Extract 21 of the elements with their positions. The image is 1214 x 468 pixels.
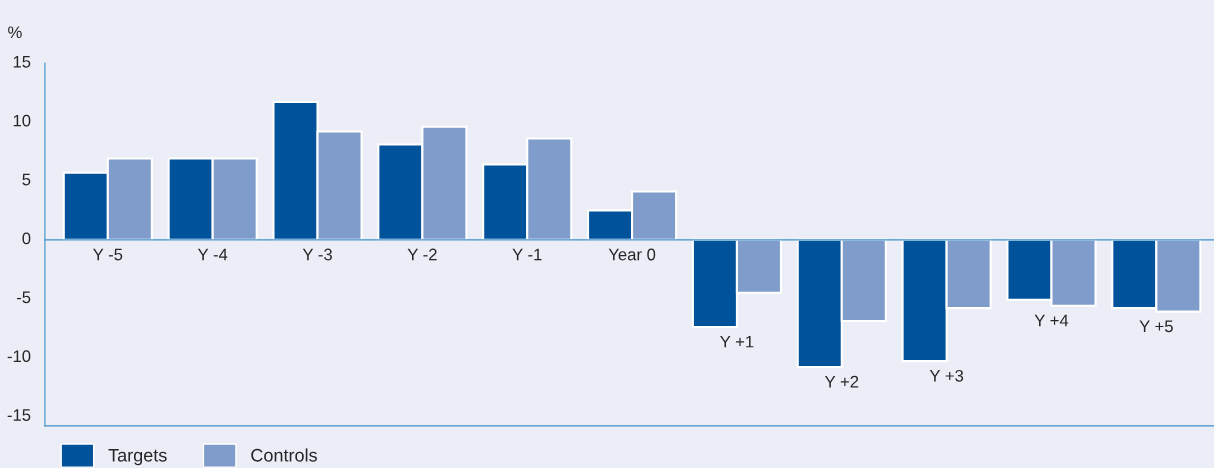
y-tick-label: -5 (16, 291, 31, 304)
x-tick-label: Y -1 (512, 248, 542, 261)
y-tick-label: 5 (22, 173, 31, 186)
x-tick-label: Y +5 (1139, 320, 1173, 333)
y-axis-title: % (8, 26, 22, 39)
y-tick-label: 10 (13, 114, 31, 127)
x-tick-label: Y +2 (824, 375, 859, 388)
y-tick-label: 0 (22, 232, 31, 245)
legend-label: Targets (108, 449, 167, 466)
x-tick-label: Y +3 (929, 369, 964, 382)
y-tick-label: -15 (7, 409, 31, 421)
legend-label: Controls (251, 448, 317, 462)
x-tick-label: Y -2 (407, 248, 437, 261)
x-tick-label: Y +4 (1034, 314, 1069, 327)
x-tick-label: Y -4 (197, 248, 228, 261)
x-tick-label: Y -5 (93, 248, 123, 261)
y-tick-label: -10 (7, 350, 31, 363)
x-tick-label: Y +1 (720, 335, 754, 348)
y-tick-label: 15 (13, 56, 31, 68)
x-tick-label: Year 0 (608, 248, 656, 261)
x-tick-label: Y -3 (302, 248, 332, 261)
